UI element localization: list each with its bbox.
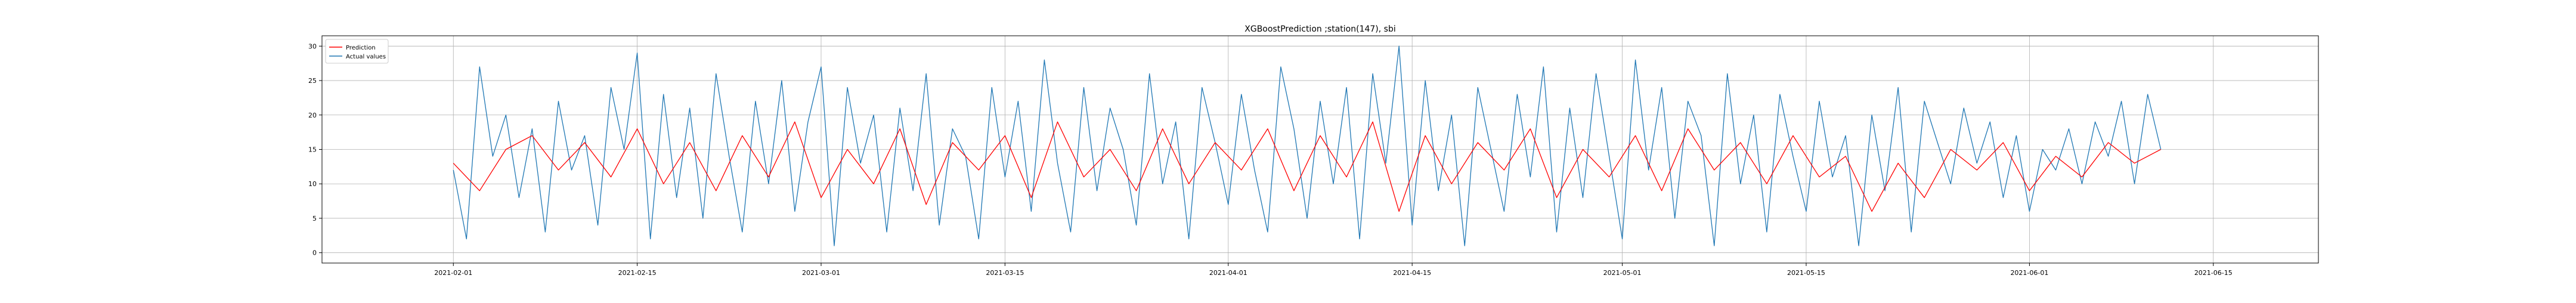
- chart-title: XGBoostPrediction ;station(147), sbi: [1244, 24, 1395, 34]
- x-tick-label: 2021-05-01: [1603, 269, 1642, 277]
- y-tick-label: 30: [308, 42, 317, 50]
- series-lines: [453, 45, 2162, 246]
- legend-box: [325, 39, 389, 64]
- y-tick-label: 25: [308, 77, 317, 85]
- x-tick-label: 2021-03-15: [986, 269, 1024, 277]
- x-tick-label: 2021-04-15: [1393, 269, 1431, 277]
- y-tick-label: 10: [308, 180, 317, 188]
- x-tick-label: 2021-04-01: [1209, 269, 1247, 277]
- legend-label: Actual values: [346, 54, 386, 60]
- x-tick-label: 2021-05-15: [1787, 269, 1825, 277]
- x-tick-label: 2021-02-01: [434, 269, 472, 277]
- y-tick-label: 20: [308, 112, 317, 119]
- x-tick-label: 2021-06-15: [2194, 269, 2233, 277]
- x-tick-label: 2021-06-01: [2010, 269, 2048, 277]
- legend: Prediction Actual values: [325, 39, 389, 64]
- series-line-prediction: [453, 121, 2162, 212]
- x-tick-label: 2021-03-01: [802, 269, 840, 277]
- series-line-actual-values: [453, 45, 2162, 246]
- y-tick-label: 0: [312, 249, 317, 257]
- x-tick-label: 2021-02-15: [618, 269, 657, 277]
- gridlines: [322, 36, 2318, 263]
- y-tick-label: 5: [312, 215, 317, 222]
- legend-label: Prediction: [346, 45, 376, 51]
- y-tick-label: 15: [308, 146, 317, 154]
- axis-ticks: 2021-02-01 2021-02-15 2021-03-01 2021-03-15…: [308, 42, 2233, 277]
